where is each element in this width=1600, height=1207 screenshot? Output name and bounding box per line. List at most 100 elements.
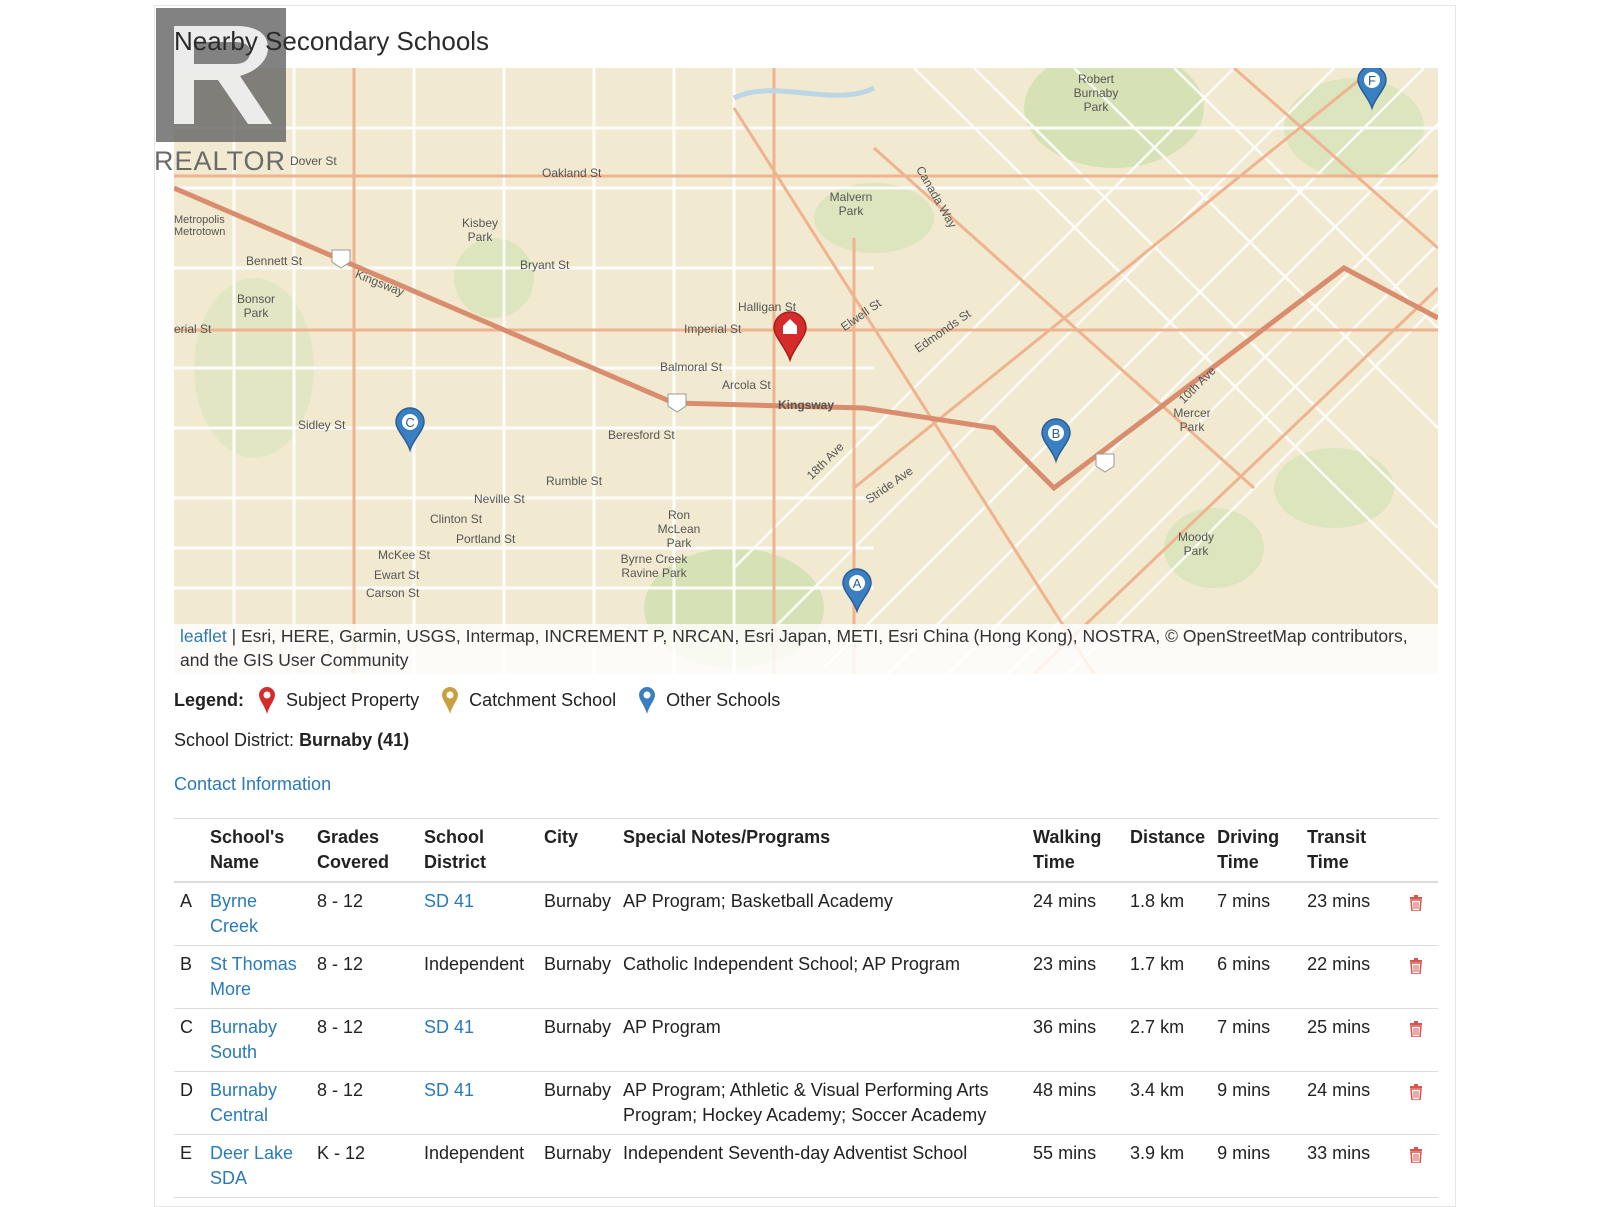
map-label-robert-burnaby-park: Robert Burnaby Park [1073,72,1119,114]
delete-td [1403,882,1438,946]
transit-time-cell: 22 mins [1307,954,1371,974]
map-label-carson: Carson St [366,586,420,600]
city-cell-td: Burnaby [538,1008,618,1072]
map-label-byrne-creek-park: Byrne Creek Ravine Park [620,552,688,580]
page-title: Nearby Secondary Schools [174,26,490,56]
distance-cell-td: 3.4 km [1124,1071,1212,1135]
school-name-td: Deer Lake SDA [204,1134,311,1198]
school-name-link[interactable]: St Thomas More [210,954,297,999]
district-td: SD 41 [418,1071,538,1135]
school-district-label: School District: [174,730,295,750]
map-label-oakland: Oakland St [542,166,602,180]
table-header-row: School's Name Grades Covered School Dist… [174,818,1438,883]
map-label-moody-park: Moody Park [1177,530,1215,558]
subject-property-marker [773,311,807,363]
map-label-ewart: Ewart St [374,568,420,582]
district-link[interactable]: SD 41 [424,1080,475,1100]
school-marker-c: C [395,407,425,453]
school-map[interactable]: A B C F Oakland St Bennett St Bryant St … [174,68,1438,674]
delete-td [1403,1134,1438,1198]
distance-cell: 3.4 km [1130,1080,1185,1100]
distance-cell-td: 1.7 km [1124,945,1212,1009]
header-grades: Grades Covered [311,818,418,883]
school-name-td: Burnaby South [204,1008,311,1072]
notes-cell: Independent Seventh-day Adventist School [623,1143,968,1163]
map-label-beresford: Beresford St [608,428,675,442]
school-name-link[interactable]: Byrne Creek [210,891,259,936]
svg-text:C: C [405,415,414,430]
map-label-bryant: Bryant St [520,258,570,272]
map-label-bonsor-park: Bonsor Park [236,292,276,320]
delete-td [1403,945,1438,1009]
grades-cell: 8 - 12 [317,1080,364,1100]
trash-icon[interactable] [1409,893,1423,918]
transit-time-cell: 23 mins [1307,891,1371,911]
city-cell: Burnaby [544,1017,612,1037]
map-label-imperial: Imperial St [684,322,742,336]
table-row: C Burnaby South 8 - 12 SD 41 Burnaby AP Progr… [174,1008,1438,1072]
row-letter-td: C [174,1008,204,1072]
school-name-link[interactable]: Burnaby South [210,1017,278,1062]
driving-time-cell-td: 6 mins [1211,945,1302,1009]
school-district-value: Burnaby (41) [299,730,410,750]
driving-time-cell: 9 mins [1217,1143,1271,1163]
grades-cell: K - 12 [317,1143,366,1163]
map-label-kisbey-park: Kisbey Park [461,216,499,244]
transit-time-cell: 25 mins [1307,1017,1371,1037]
school-name-link[interactable]: Deer Lake SDA [210,1143,294,1188]
trash-icon[interactable] [1409,956,1423,981]
driving-time-cell-td: 9 mins [1211,1134,1302,1198]
city-cell: Burnaby [544,891,612,911]
city-cell-td: Burnaby [538,882,618,946]
transit-time-cell-td: 22 mins [1301,945,1404,1009]
red-pin-icon [259,687,275,714]
district-link[interactable]: SD 41 [424,891,475,911]
header-letter [174,818,204,883]
driving-time-cell: 7 mins [1217,1017,1271,1037]
trash-icon[interactable] [1409,1145,1423,1170]
notes-cell: AP Program [623,1017,721,1037]
map-label-mckee: McKee St [378,548,431,562]
transit-time-cell-td: 25 mins [1301,1008,1404,1072]
attribution-text: | Esri, HERE, Garmin, USGS, Intermap, IN… [180,626,1408,670]
district-cell-td: Independent [418,945,538,1009]
header-walking: Walking Time [1027,818,1125,883]
map-attribution: leaflet | Esri, HERE, Garmin, USGS, Inte… [174,624,1438,674]
trash-icon[interactable] [1409,1082,1423,1107]
legend-catchment-label: Catchment School [469,689,617,710]
school-name-link[interactable]: Burnaby Central [210,1080,278,1125]
school-name-td: Byrne Creek [204,882,311,946]
leaflet-link[interactable]: leaflet [180,626,227,646]
distance-cell: 1.7 km [1130,954,1185,974]
row-letter: E [180,1143,193,1163]
district-cell: Independent [424,1143,525,1163]
driving-time-cell: 6 mins [1217,954,1271,974]
city-cell-td: Burnaby [538,1134,618,1198]
distance-cell: 3.9 km [1130,1143,1185,1163]
grades-cell: 8 - 12 [317,1017,364,1037]
row-letter: C [180,1017,193,1037]
grades-cell: 8 - 12 [317,954,364,974]
trash-icon[interactable] [1409,1019,1423,1044]
contact-information-link[interactable]: Contact Information [174,774,332,794]
row-letter-td: D [174,1071,204,1135]
map-label-dover: Dover St [290,154,337,168]
distance-cell-td: 1.8 km [1124,882,1212,946]
school-marker-a: A [842,568,872,614]
gold-pin-icon [442,687,459,714]
header-actions [1403,818,1438,883]
map-label-malvern-park: Malvern Park [829,190,873,218]
row-letter: A [180,891,193,911]
distance-cell: 1.8 km [1130,891,1185,911]
delete-td [1403,1008,1438,1072]
district-link[interactable]: SD 41 [424,1017,475,1037]
header-distance: Distance [1124,818,1212,883]
legend-label: Legend: [174,689,244,710]
school-name-td: St Thomas More [204,945,311,1009]
map-label-rumble: Rumble St [546,474,603,488]
transit-time-cell-td: 24 mins [1301,1071,1404,1135]
row-letter-td: B [174,945,204,1009]
notes-cell: AP Program; Athletic & Visual Performing… [623,1080,989,1125]
svg-text:A: A [853,576,862,591]
school-district: School District: Burnaby (41) [174,730,409,751]
